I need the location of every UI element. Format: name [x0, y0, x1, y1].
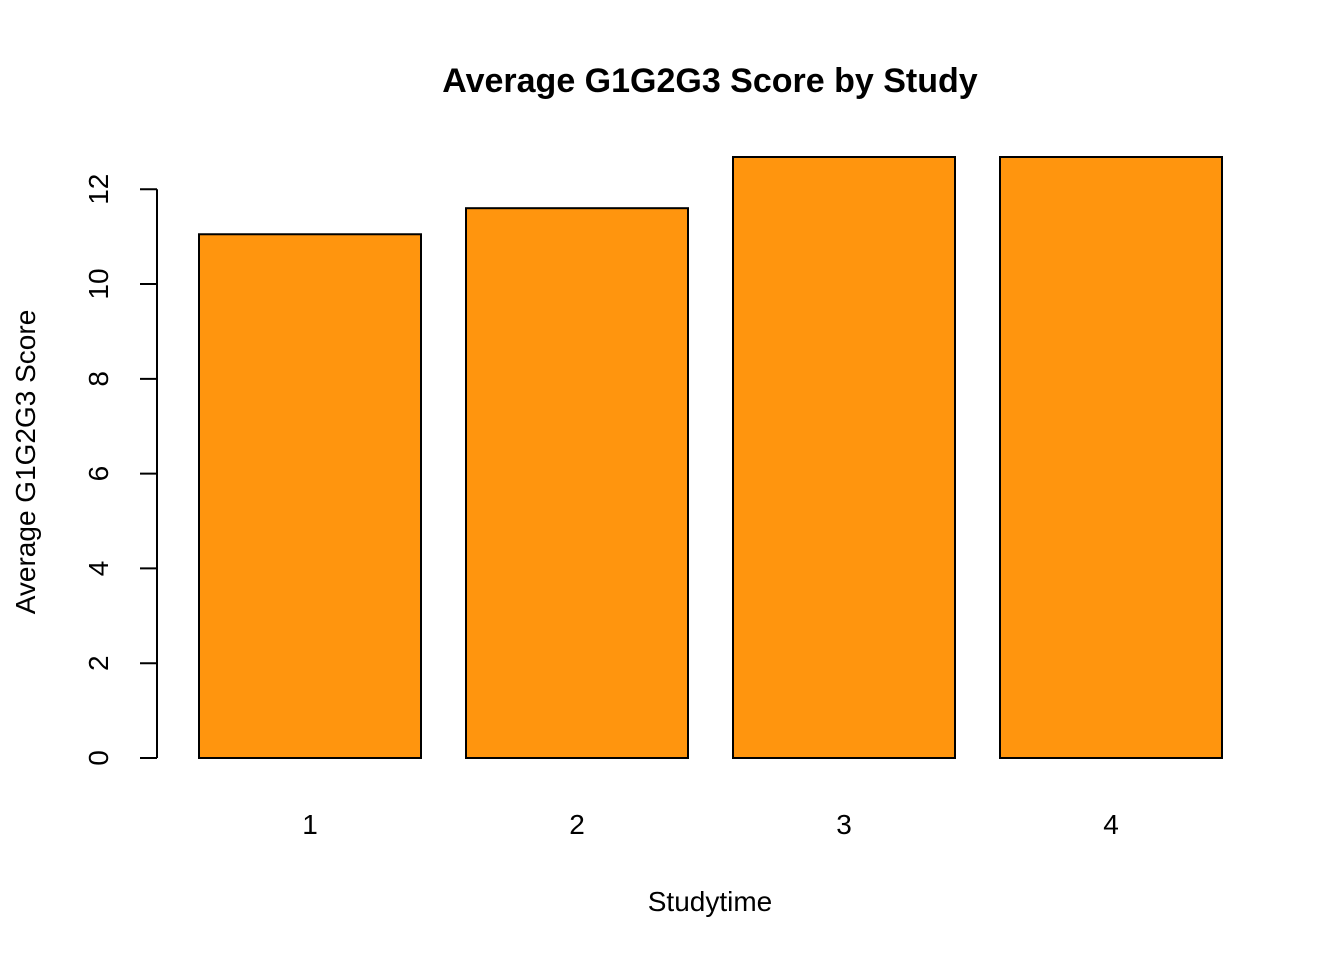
x-axis-tick-labels: 1 2 3 4	[302, 809, 1119, 840]
y-tick-label: 0	[83, 750, 114, 766]
y-tick-label: 2	[83, 655, 114, 671]
y-axis-label: Average G1G2G3 Score	[10, 310, 41, 615]
x-tick-label: 1	[302, 809, 318, 840]
bar-2	[465, 207, 689, 759]
bars	[198, 156, 1223, 760]
bar-4	[999, 156, 1223, 759]
x-tick-label: 4	[1103, 809, 1119, 840]
bar-1	[198, 233, 422, 760]
y-axis: 0 2 4 6 8 10 12	[83, 174, 158, 766]
y-tick-label: 8	[83, 371, 114, 387]
x-axis-label: Studytime	[648, 886, 773, 917]
y-tick-label: 12	[83, 174, 114, 205]
x-tick-label: 2	[569, 809, 585, 840]
bar-3	[732, 156, 956, 759]
y-tick-label: 6	[83, 466, 114, 482]
y-tick-label: 10	[83, 268, 114, 299]
chart-title: Average G1G2G3 Score by Study	[442, 62, 977, 100]
x-tick-label: 3	[836, 809, 852, 840]
y-tick-label: 4	[83, 561, 114, 577]
